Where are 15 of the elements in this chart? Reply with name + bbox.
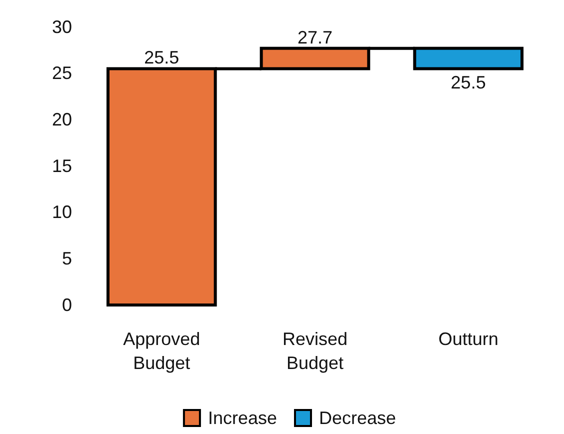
y-tick-label: 5 (62, 248, 72, 268)
y-tick-label: 20 (52, 109, 72, 130)
legend-label: Increase (208, 408, 277, 428)
y-tick-label: 15 (52, 156, 72, 176)
y-tick-label: 10 (52, 202, 72, 222)
annotation: 25.5 (450, 72, 486, 93)
annotation: 25.5 (144, 48, 180, 68)
annotation: 27.7 (297, 27, 333, 48)
x-tick-label: Revised Budget (282, 329, 348, 373)
legend-label: Decrease (319, 408, 396, 428)
x-tick-label: Outturn (438, 329, 498, 349)
y-tick-label: 25 (52, 63, 72, 84)
y-tick-label: 0 (62, 294, 72, 315)
x-tick-label: Approved Budget (123, 329, 200, 373)
y-tick-label: 30 (52, 16, 72, 37)
